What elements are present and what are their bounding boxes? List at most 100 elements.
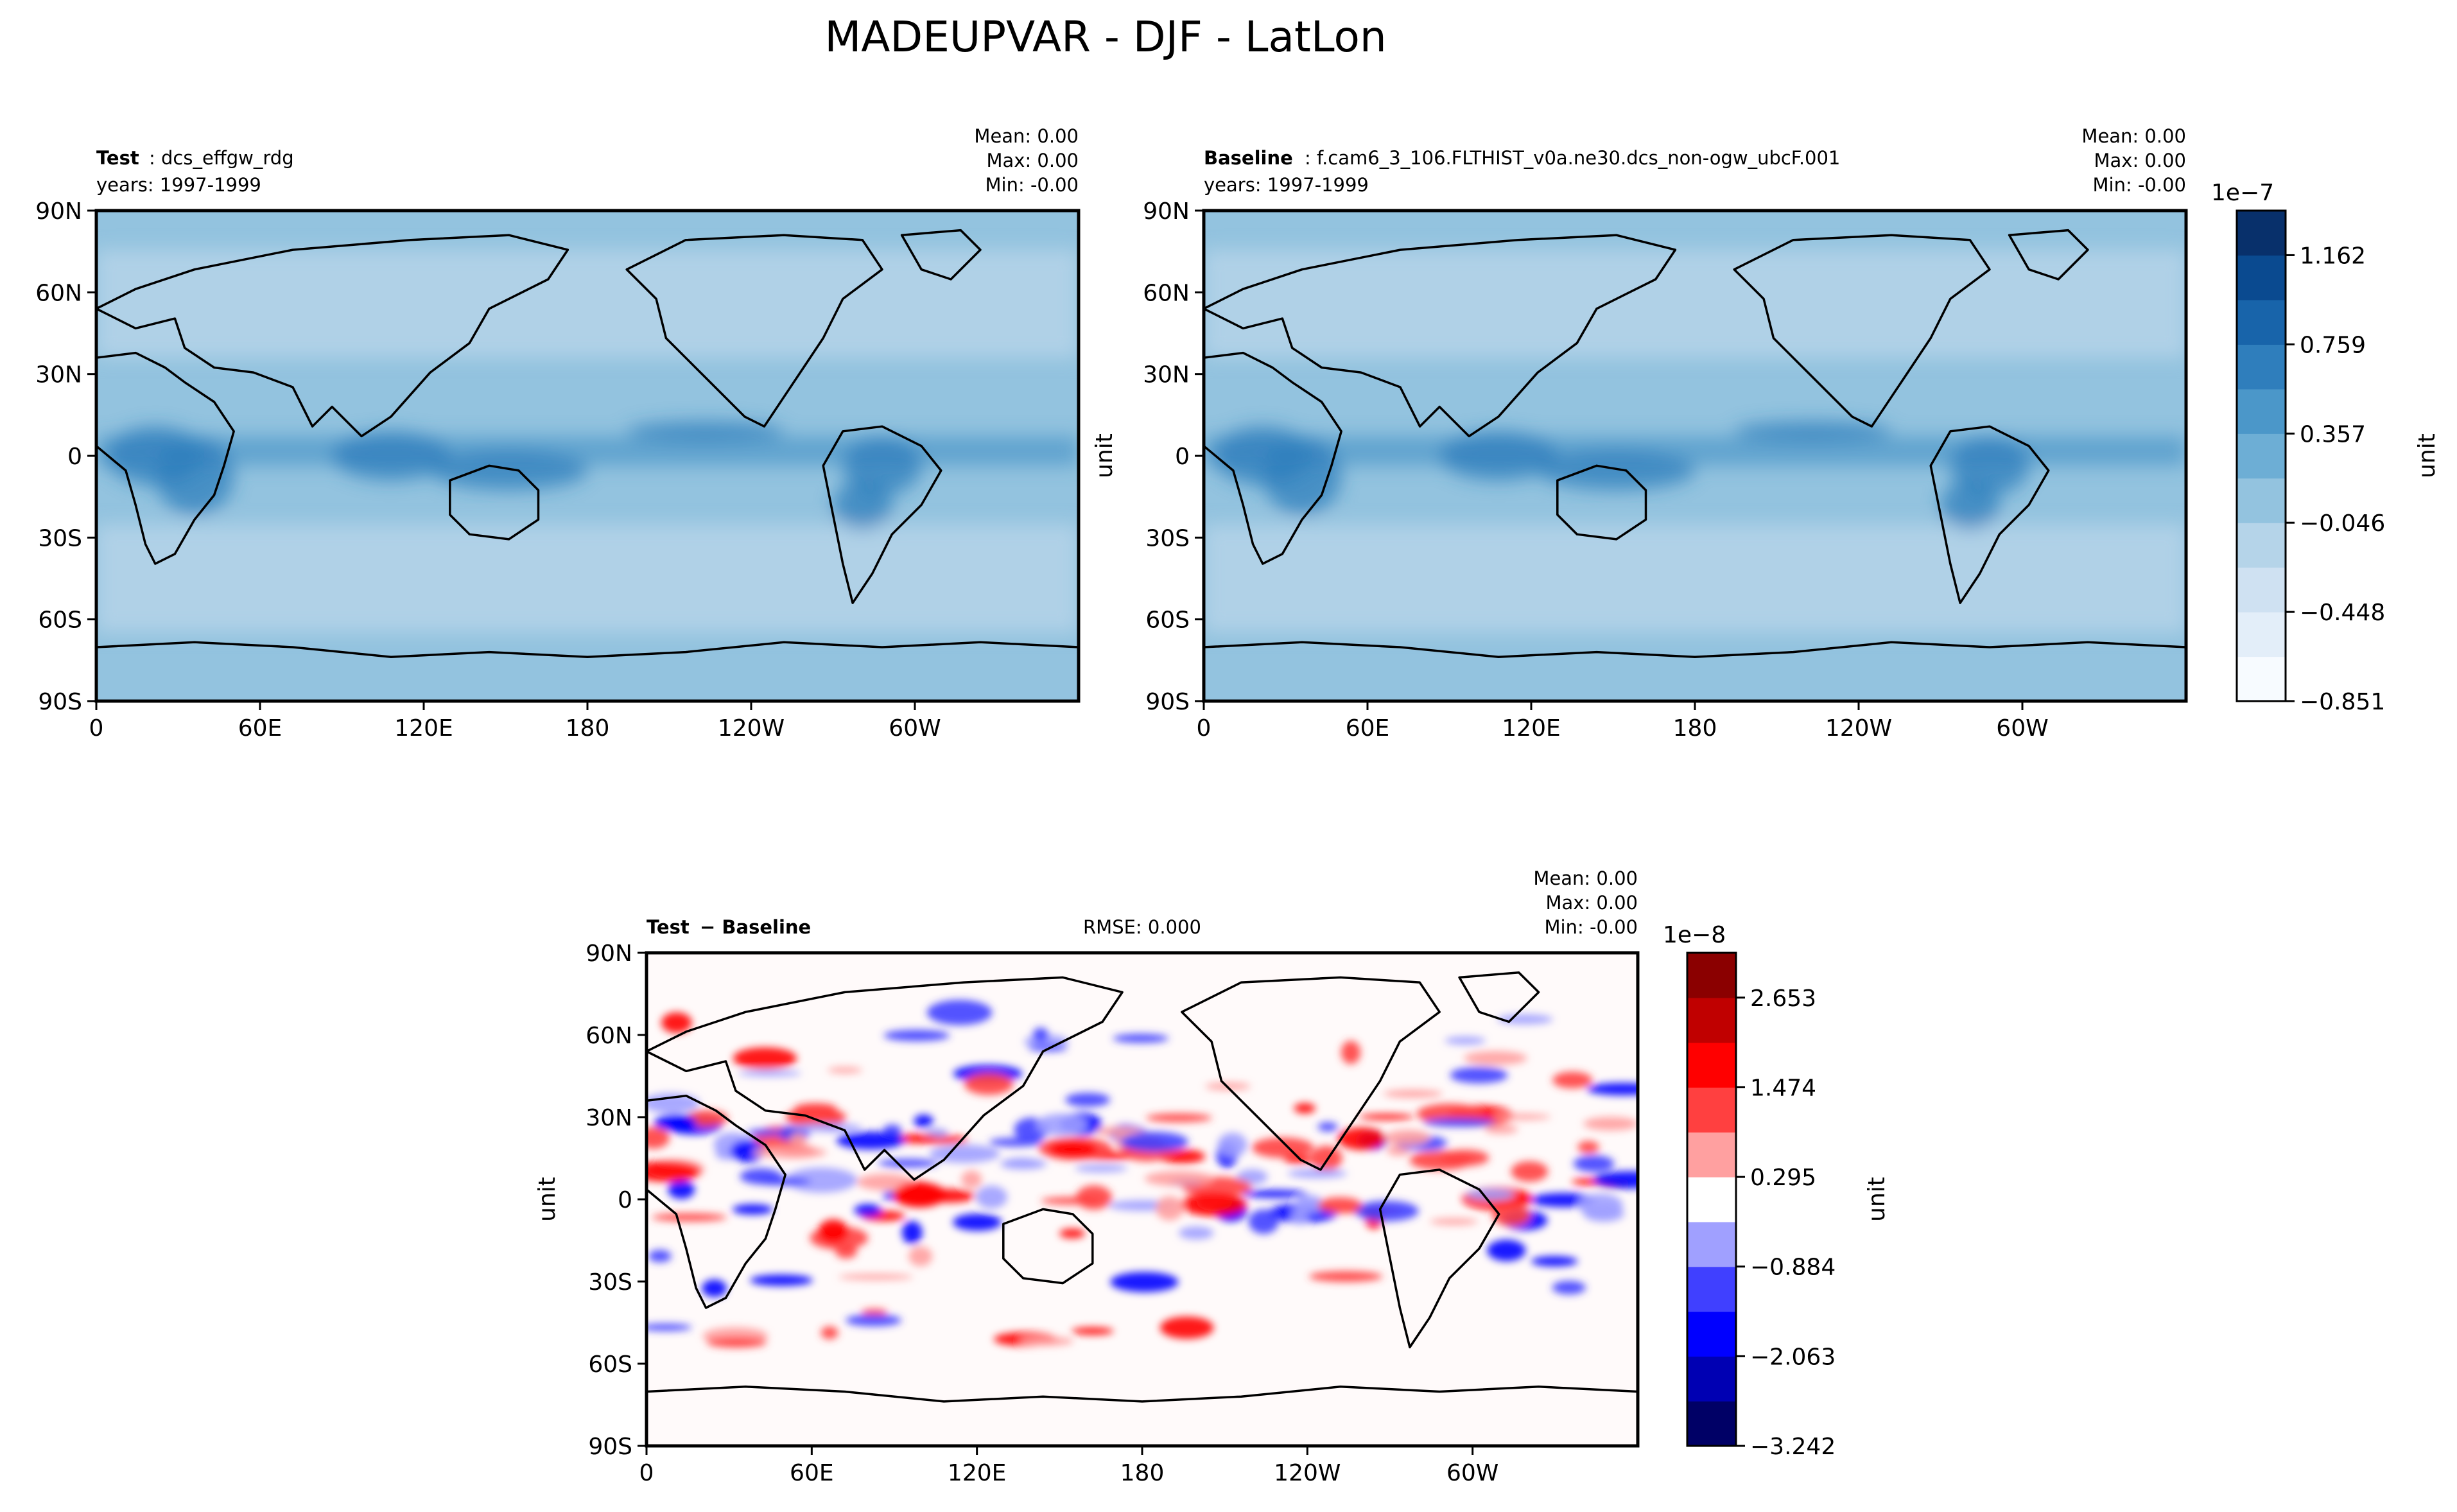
diff-field-blob (895, 1181, 940, 1207)
baseline-xtick-label: 120E (1502, 715, 1560, 742)
diff-field-blob (706, 1337, 767, 1348)
diff-field-blob (654, 1114, 697, 1131)
test-ytick-label: 30N (35, 362, 82, 388)
test-stat-mean: Mean: 0.00 (974, 125, 1079, 147)
test-ytick-label: 0 (67, 444, 82, 470)
baseline-yticks: 90N 60N 30N 0 30S 60S 90S (1143, 198, 1204, 715)
diff-xtick-label: 60E (790, 1460, 834, 1486)
diff-colorbar-tick-label: 0.295 (1750, 1165, 1816, 1191)
figure-title: MADEUPVAR - DJF - LatLon (824, 12, 1386, 62)
diff-field-blob (1484, 1125, 1518, 1134)
diff-coastline-2 (1002, 1208, 1094, 1285)
test-yticks: 90N 60N 30N 0 30S 60S 90S (35, 198, 96, 715)
main-colorbar-level (2237, 433, 2286, 479)
diff-field-blob (820, 1326, 838, 1339)
diff-field-blob (878, 1159, 939, 1168)
diff-rmse: RMSE: 0.000 (1083, 916, 1201, 938)
main-colorbar-level (2237, 478, 2286, 523)
test-xtick-label: 60E (238, 715, 282, 742)
diff-field-blob (818, 1219, 849, 1244)
diff-field-blob (929, 1144, 1000, 1163)
main-colorbar-tick-label: −0.046 (2300, 510, 2385, 537)
diff-field-blob (838, 1274, 914, 1280)
diff-field-blob (1145, 1113, 1212, 1122)
main-colorbar-tick-label: 1.162 (2300, 243, 2366, 269)
diff-field-blob (749, 1274, 813, 1286)
test-band-itcz (96, 436, 1079, 466)
diff-field-blob (1586, 1082, 1638, 1095)
test-field-pattern (96, 250, 1079, 633)
main-colorbar-level (2237, 344, 2286, 390)
diff-stat-mean: Mean: 0.00 (1533, 867, 1638, 889)
difference-panel: Test − Baseline RMSE: 0.000 Mean: 0.00 M… (534, 867, 1640, 1486)
diff-xtick-label: 180 (1120, 1460, 1165, 1486)
diff-field-blob (1144, 1170, 1213, 1186)
test-coastline-0 (95, 351, 235, 565)
diff-field-blob (1445, 1036, 1486, 1045)
diff-field-blob (1552, 1281, 1586, 1294)
test-ytick-label: 90N (35, 198, 82, 225)
baseline-field-blob (1439, 431, 1558, 481)
diff-title-rest: − Baseline (700, 916, 811, 938)
diff-field-blob (1355, 1201, 1419, 1222)
diff-field-blob (961, 1170, 982, 1188)
test-coastline-2 (449, 464, 540, 541)
test-title-bold: Test (96, 147, 139, 169)
diff-field-blob (989, 1138, 1042, 1147)
baseline-coastline-4 (1929, 425, 2050, 604)
main-colorbar-tick-label: 0.759 (2300, 332, 2366, 358)
diff-coastline-0 (645, 1094, 786, 1309)
test-ytick-label: 30S (38, 525, 82, 552)
baseline-xtick-label: 60W (1996, 715, 2048, 742)
main-colorbar-level (2237, 211, 2286, 256)
diff-field-blob (730, 1140, 765, 1163)
diff-field-blob (1317, 1197, 1362, 1213)
baseline-field-blob (1940, 480, 2000, 530)
diff-field-blob (647, 1161, 701, 1182)
test-coastline-3 (625, 234, 883, 428)
diff-ytick-label: 90N (586, 941, 632, 967)
baseline-ylabel: unit (1091, 433, 1118, 478)
test-ytick-label: 60N (35, 280, 82, 306)
main-colorbar-levels (2237, 211, 2286, 702)
diff-field-blob (1423, 1118, 1496, 1127)
main-colorbar-tick-label: 0.357 (2300, 421, 2366, 448)
diff-field-blob (861, 1308, 888, 1316)
diff-xtick-label: 60W (1446, 1460, 1498, 1486)
diff-field-blob (1071, 1327, 1114, 1335)
diff-coastline-3 (1181, 976, 1441, 1171)
baseline-ytick-label: 60S (1145, 607, 1190, 634)
diff-field-blob (1385, 1129, 1430, 1146)
diff-xticks: 0 60E 120E 180 120W 60W (639, 1446, 1498, 1486)
main-colorbar-tick-label: −0.851 (2300, 689, 2385, 715)
test-ytick-label: 90S (38, 689, 82, 715)
diff-colorbar-tick-label: −3.242 (1750, 1434, 1836, 1460)
diff-field-pattern (647, 1000, 1638, 1348)
baseline-ytick-label: 0 (1175, 444, 1190, 470)
test-stat-min: Min: -0.00 (985, 174, 1079, 196)
diff-coastline-6 (1458, 971, 1540, 1023)
diff-colorbar-level (1687, 1356, 1736, 1402)
diff-field-blob (1041, 1197, 1102, 1205)
diff-field-blob (836, 1131, 905, 1150)
main-colorbar-level (2237, 255, 2286, 300)
main-colorbar-exponent: 1e−7 (2211, 180, 2274, 206)
test-field-blob (332, 431, 450, 481)
diff-field-blob (1065, 1093, 1111, 1107)
main-colorbar-level (2237, 299, 2286, 345)
baseline-ytick-label: 60N (1143, 280, 1190, 306)
diff-title-bold: Test (647, 916, 690, 938)
test-panel: Test : dcs_effgw_rdg years: 1997-1999 Me… (35, 125, 1081, 742)
diff-field-blob (1242, 1190, 1308, 1198)
diff-field-blob (1552, 1072, 1593, 1089)
diff-colorbar-levels (1687, 953, 1736, 1447)
diff-colorbar-frame (1686, 952, 1737, 1447)
baseline-coastline-1 (1202, 234, 1677, 438)
diff-colorbar-level (1687, 1132, 1736, 1177)
baseline-field-blob (1538, 451, 1696, 491)
diff-field-blob (1583, 1117, 1638, 1131)
diff-colorbar: 1e−8 2.653 1.474 0.295 −0.884 −2.063 −3.242 u… (1663, 922, 1890, 1460)
baseline-xticks: 0 60E 120E 180 120W 60W (1197, 701, 2049, 742)
diff-colorbar-tick-label: −2.063 (1750, 1344, 1836, 1370)
diff-field-blob (788, 1106, 840, 1127)
